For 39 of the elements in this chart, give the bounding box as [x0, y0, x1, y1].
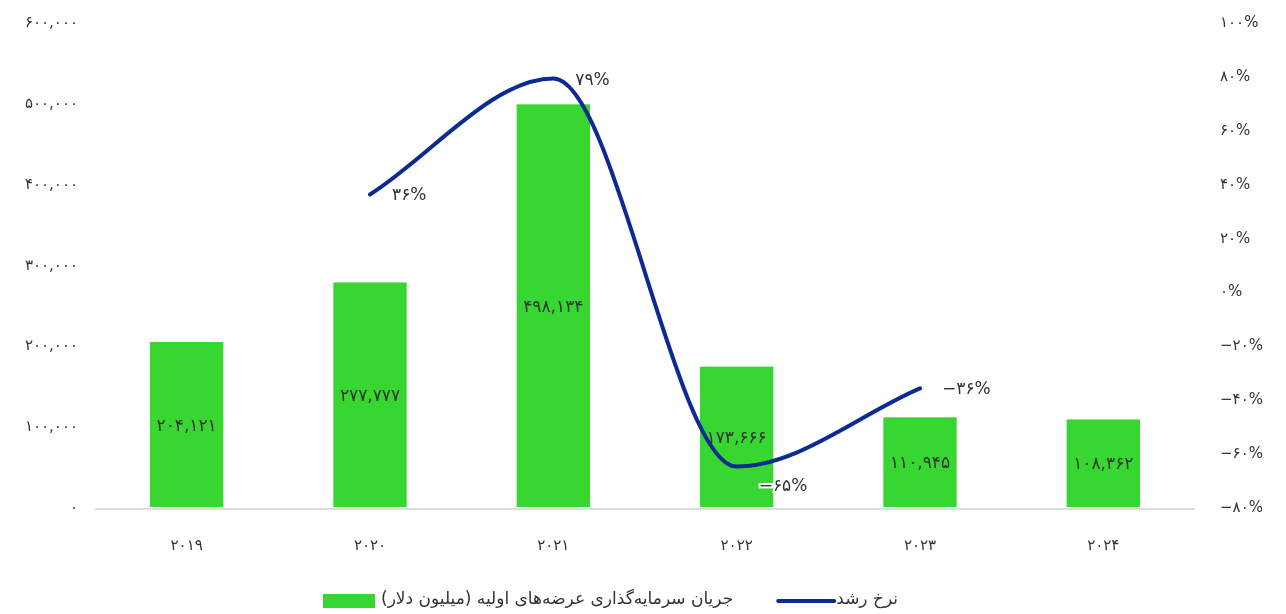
y-tick-label: ۱۰۰,۰۰۰: [24, 417, 78, 436]
legend-label: جریان سرمایه‌گذاری عرضه‌های اولیه (میلیون دلار): [381, 588, 734, 608]
y2-tick-label: −۶۰%: [1220, 444, 1263, 463]
data-label: ۱۱۰,۹۴۵: [889, 452, 951, 473]
y2-tick-label: −۴۰%: [1220, 390, 1263, 409]
data-label: ۲۰۴,۱۲۱: [156, 414, 217, 435]
x-tick-label: ۲۰۲۳: [903, 536, 937, 554]
y-tick-label: ۳۰۰,۰۰۰: [24, 255, 78, 274]
y2-tick-label: ۴۰%: [1220, 174, 1251, 193]
y2-tick-label: ۰%: [1220, 282, 1243, 301]
y-tick-label: ۶۰۰,۰۰۰: [24, 13, 78, 31]
data-label: ۱۷۳,۶۶۶: [706, 426, 767, 447]
bar: [1066, 419, 1140, 507]
y2-tick-label: −۸۰%: [1220, 498, 1263, 516]
x-tick-label: ۲۰۲۲: [720, 536, 753, 554]
legend-label: نرخ رشد: [836, 588, 899, 609]
x-tick-label: ۲۰۲۱: [537, 536, 570, 554]
data-label: −۳۶%: [942, 378, 991, 399]
y2-tick-label: ۸۰%: [1220, 66, 1251, 85]
bar: [333, 282, 407, 507]
data-label: ۲۷۷,۷۷۷: [339, 384, 401, 405]
y2-tick-label: ۲۰%: [1220, 228, 1251, 247]
y2-tick-label: −۲۰%: [1220, 336, 1263, 355]
x-tick-label: ۲۰۲۰: [353, 536, 387, 554]
data-label: ۳۶%: [392, 184, 427, 205]
y2-tick-label: ۱۰۰%: [1220, 13, 1259, 31]
bar: [150, 342, 224, 507]
y2-tick-label: ۶۰%: [1220, 120, 1251, 139]
x-tick-label: ۲۰۱۹: [170, 536, 203, 554]
x-tick-label: ۲۰۲۴: [1087, 536, 1120, 554]
y-tick-label: ۲۰۰,۰۰۰: [24, 336, 78, 355]
y-tick-label: ۵۰۰,۰۰۰: [24, 93, 78, 112]
y-tick-label: ۰: [69, 498, 78, 516]
data-label: ۴۹۸,۱۳۴: [523, 295, 584, 316]
bar: [516, 104, 590, 507]
data-label: ۱۰۸,۳۶۲: [1073, 453, 1134, 474]
data-label: ۷۹%: [575, 68, 610, 89]
y-tick-label: ۴۰۰,۰۰۰: [24, 174, 78, 193]
bar: [883, 417, 957, 507]
